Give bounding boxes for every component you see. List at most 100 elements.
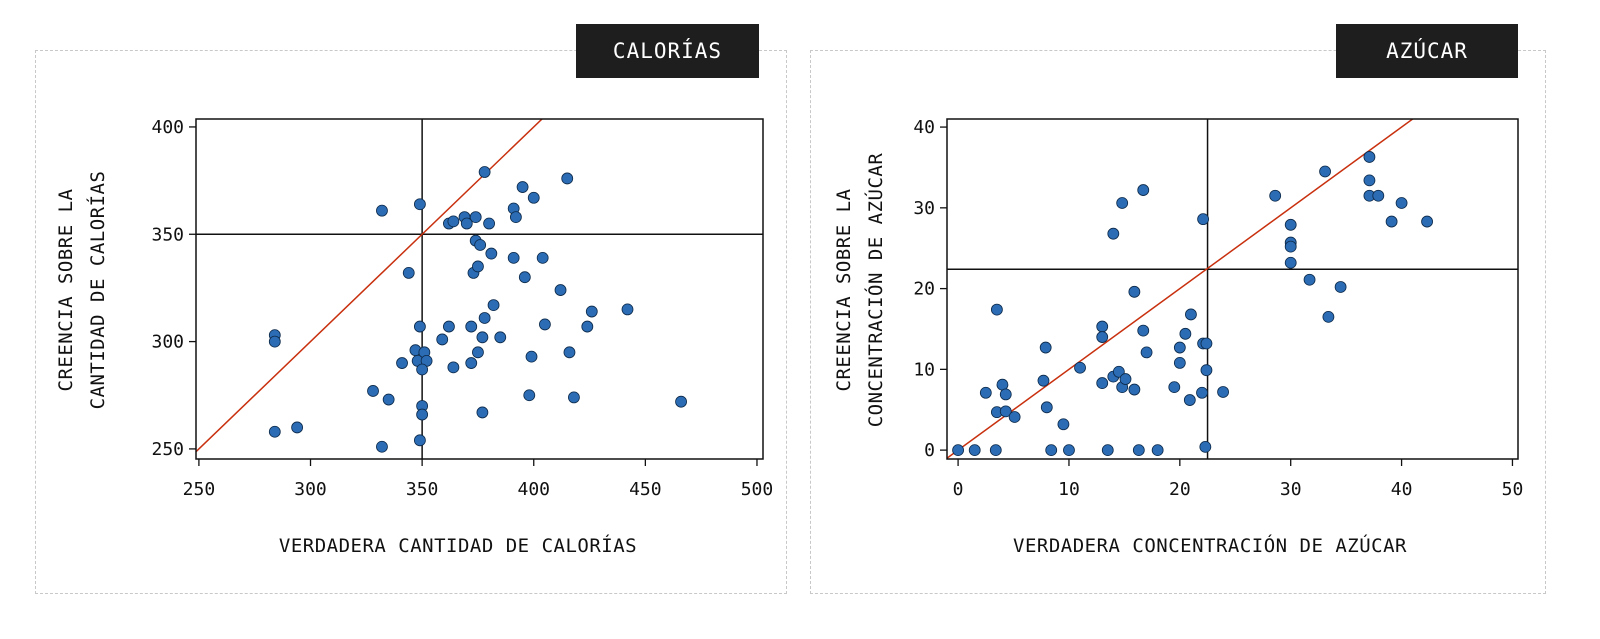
calorias-data-point: [539, 318, 551, 331]
azucar-data-point: [1132, 444, 1145, 457]
calorias-data-point: [436, 333, 449, 346]
azucar-data-point: [1363, 151, 1376, 163]
calorias-data-point: [523, 389, 536, 402]
calorias-plot: 250 300 350 400 450 500 250 300 350 400: [151, 117, 773, 500]
calorias-y-tick-label: 350: [151, 224, 184, 245]
calorias-data-point: [460, 217, 473, 230]
calorias-data-point: [376, 440, 388, 453]
azucar-data-point: [1045, 444, 1058, 457]
azucar-plot-frame: [946, 118, 1519, 460]
calorias-data-point: [447, 361, 460, 374]
azucar-data-point: [1217, 386, 1229, 398]
azucar-data-point: [1284, 240, 1297, 253]
calorias-data-point: [416, 363, 429, 376]
calorias-data-point: [483, 217, 495, 230]
azucar-data-point: [1128, 285, 1141, 298]
calorias-data-point: [443, 320, 455, 333]
azucar-data-point: [1039, 341, 1052, 354]
azucar-data-point: [1140, 346, 1153, 359]
azucar-xlabel: VERDADERA CONCENTRACIÓN DE AZÚCAR: [1013, 533, 1407, 557]
calorias-data-point: [485, 247, 498, 260]
azucar-data-point: [1421, 215, 1433, 228]
azucar-x-tick-label: 10: [1058, 479, 1080, 500]
azucar-data-point: [1372, 189, 1385, 202]
azucar-data-point: [1168, 381, 1181, 394]
azucar-ylabel-line1: CREENCIA SOBRE LA: [833, 188, 855, 391]
azucar-y-tick-label: 40: [913, 117, 935, 138]
calorias-x-tick-label: 450: [629, 479, 662, 500]
calorias-data-point: [396, 357, 408, 369]
calorias-y-tick-label: 250: [151, 439, 184, 460]
calorias-data-point: [268, 425, 281, 438]
azucar-data-point: [990, 303, 1003, 316]
azucar-data-point: [1303, 273, 1316, 286]
calorias-data-point: [568, 391, 580, 404]
calorias-plot-area: [196, 119, 763, 459]
calorias-data-point: [402, 267, 415, 279]
azucar-data-point: [1200, 337, 1213, 350]
calorias-data-point: [472, 346, 484, 359]
azucar-data-point: [1037, 374, 1050, 387]
azucar-data-point: [952, 444, 964, 457]
azucar-data-point: [1200, 364, 1213, 377]
calorias-data-point: [376, 204, 388, 217]
calorias-data-point: [447, 215, 460, 228]
azucar-data-point: [1179, 327, 1192, 340]
calorias-data-point: [527, 191, 540, 204]
azucar-y-tick-label: 10: [913, 359, 935, 380]
calorias-ylabel-line1: CREENCIA SOBRE LA: [55, 188, 77, 391]
azucar-data-point: [1322, 310, 1335, 323]
azucar-data-point: [1057, 418, 1070, 431]
azucar-data-point: [1096, 331, 1109, 343]
calorias-data-point: [469, 211, 482, 223]
calorias-data-point: [382, 393, 395, 406]
calorias-data-point: [561, 172, 574, 185]
azucar-y-tick-label: 30: [913, 198, 935, 219]
azucar-data-point: [1107, 227, 1120, 240]
azucar-data-point: [1137, 324, 1150, 337]
azucar-y-tick-label: 0: [924, 440, 935, 461]
azucar-data-point: [1074, 361, 1086, 374]
calorias-data-point: [585, 305, 598, 318]
azucar-data-point: [1128, 383, 1141, 396]
calorias-y-tick-label: 400: [151, 117, 184, 138]
azucar-data-point: [1319, 165, 1331, 178]
calorias-data-point: [516, 181, 529, 193]
azucar-data-point: [1151, 444, 1164, 457]
calorias-data-point: [563, 346, 576, 359]
calorias-data-point: [525, 350, 538, 363]
calorias-data-point: [413, 434, 426, 447]
azucar-data-point: [999, 405, 1012, 418]
calorias-data-point: [621, 303, 634, 316]
azucar-data-point: [1197, 213, 1210, 226]
azucar-x-tick-label: 0: [953, 479, 964, 500]
azucar-data-point: [1284, 256, 1297, 269]
azucar-data-point: [1101, 444, 1114, 457]
azucar-data-point: [1173, 341, 1186, 354]
azucar-plot: 0 10 20 30 40 50 0 10 20 30 40: [913, 117, 1523, 500]
azucar-data-point: [1284, 218, 1297, 231]
calorias-data-point: [472, 260, 484, 273]
azucar-ylabel-line2: CONCENTRACIÓN DE AZÚCAR: [863, 153, 887, 428]
calorias-data-point: [465, 357, 478, 369]
calorias-data-point: [465, 320, 478, 333]
calorias-data-point: [413, 320, 426, 333]
azucar-title: AZÚCAR: [1336, 24, 1518, 78]
calorias-x-tick-label: 400: [517, 479, 550, 500]
calorias-y-tick-label: 300: [151, 332, 184, 353]
calorias-x-tick-label: 250: [183, 479, 216, 500]
azucar-data-point: [1063, 444, 1075, 457]
calorias-data-point: [536, 251, 549, 264]
azucar-data-point: [1112, 365, 1125, 378]
calorias-title: CALORÍAS: [576, 24, 759, 78]
calorias-data-point: [476, 331, 489, 344]
calorias-data-point: [554, 284, 567, 296]
azucar-data-point: [968, 444, 981, 457]
calorias-xlabel: VERDADERA CANTIDAD DE CALORÍAS: [279, 534, 637, 557]
azucar-data-point: [1395, 197, 1408, 209]
azucar-y-tick-label: 20: [913, 279, 935, 300]
calorias-x-tick-label: 350: [406, 479, 439, 500]
azucar-diagonal-line: [947, 119, 1414, 459]
calorias-data-point: [581, 320, 594, 333]
